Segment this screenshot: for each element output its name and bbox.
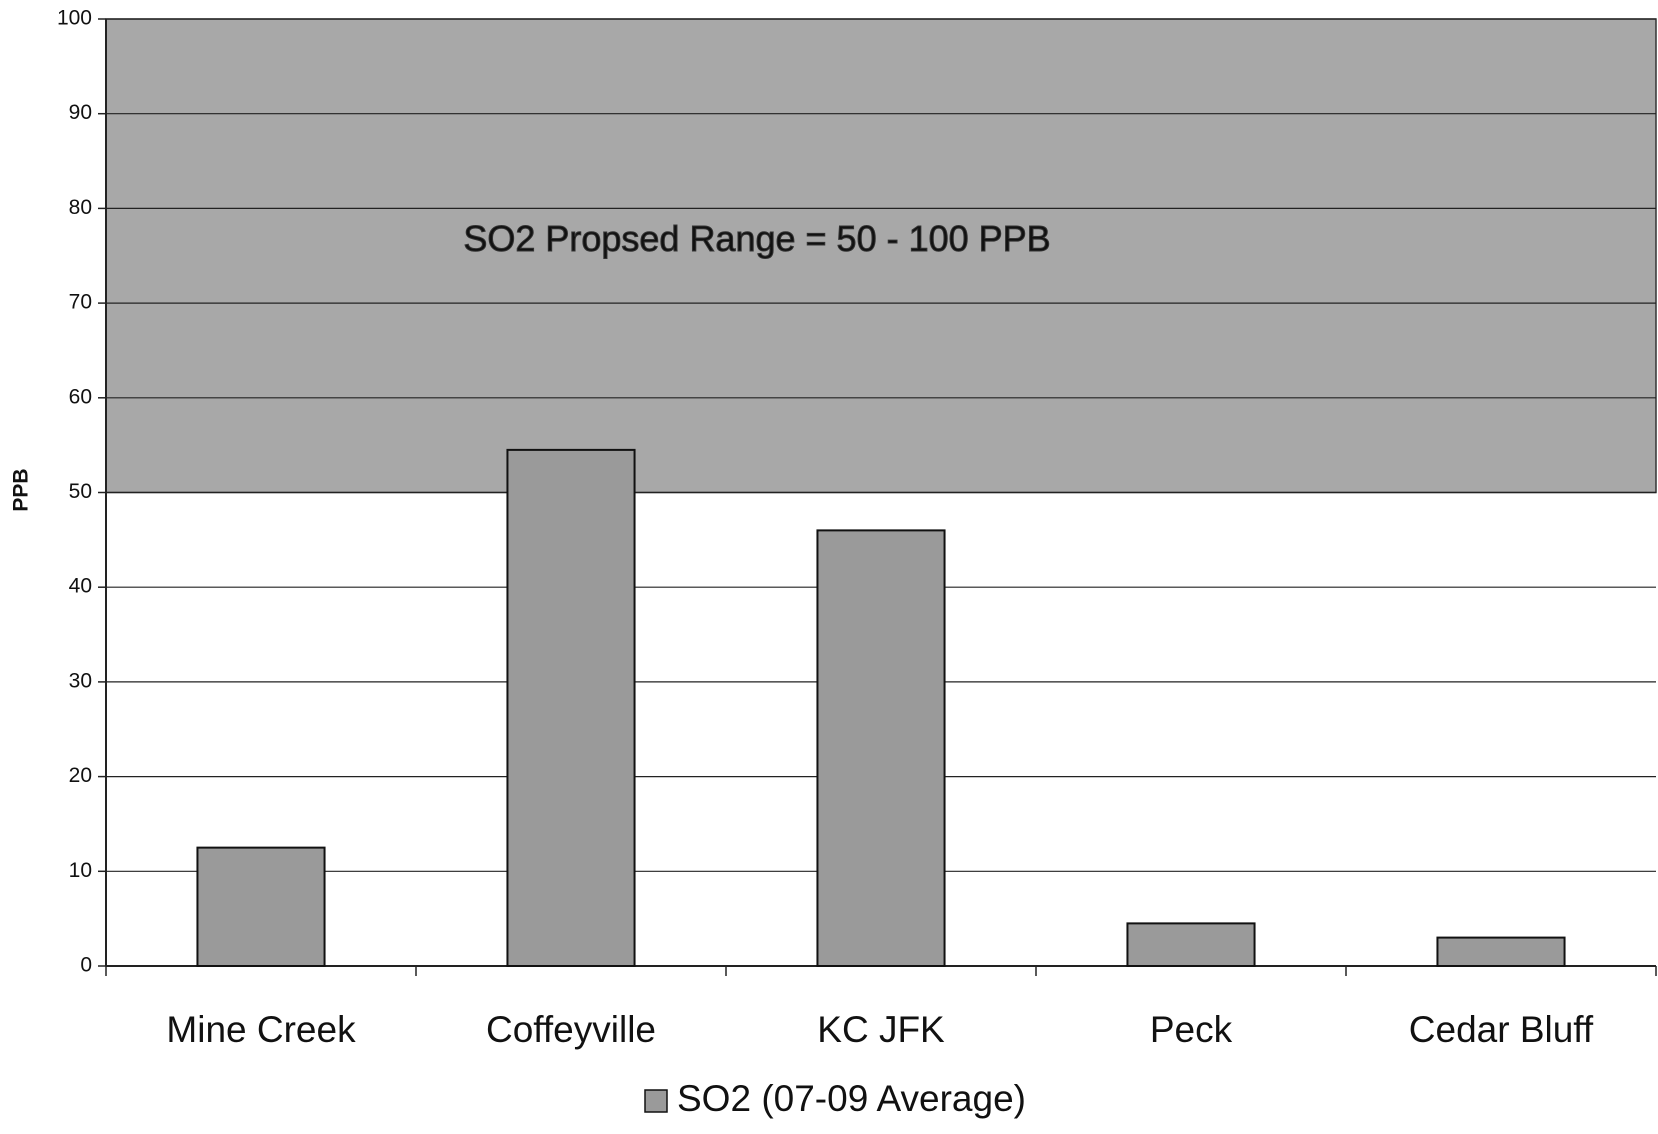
range-band [105, 18, 1657, 494]
y-tick-label: 80 [69, 196, 92, 219]
y-tick-label: 70 [69, 291, 92, 314]
x-tick-label: Mine Creek [166, 1009, 356, 1050]
x-tick-label: KC JFK [817, 1009, 945, 1050]
bar [1436, 936, 1566, 968]
bar [506, 448, 636, 967]
bar [196, 846, 326, 967]
y-tick-label: 90 [69, 101, 92, 124]
y-tick-label: 0 [80, 954, 92, 977]
x-tick-label: Coffeyville [486, 1009, 656, 1050]
bar [1126, 922, 1256, 968]
bar [816, 529, 946, 967]
y-tick-label: 40 [69, 575, 92, 598]
x-tick-label: Cedar Bluff [1409, 1009, 1594, 1050]
y-tick-label: 30 [69, 669, 92, 692]
y-tick-label: 20 [69, 764, 92, 787]
y-tick-label: 50 [69, 480, 92, 503]
y-axis-label: PPB [10, 468, 33, 511]
legend-swatch [644, 1089, 668, 1113]
y-tick-label: 10 [69, 859, 92, 882]
annotation: SO2 Propsed Range = 50 - 100 PPB [463, 218, 1050, 259]
y-tick-label: 100 [57, 7, 92, 30]
x-tick-label: Peck [1150, 1009, 1233, 1050]
legend-label: SO2 (07-09 Average) [677, 1078, 1026, 1119]
y-tick-label: 60 [69, 385, 92, 408]
